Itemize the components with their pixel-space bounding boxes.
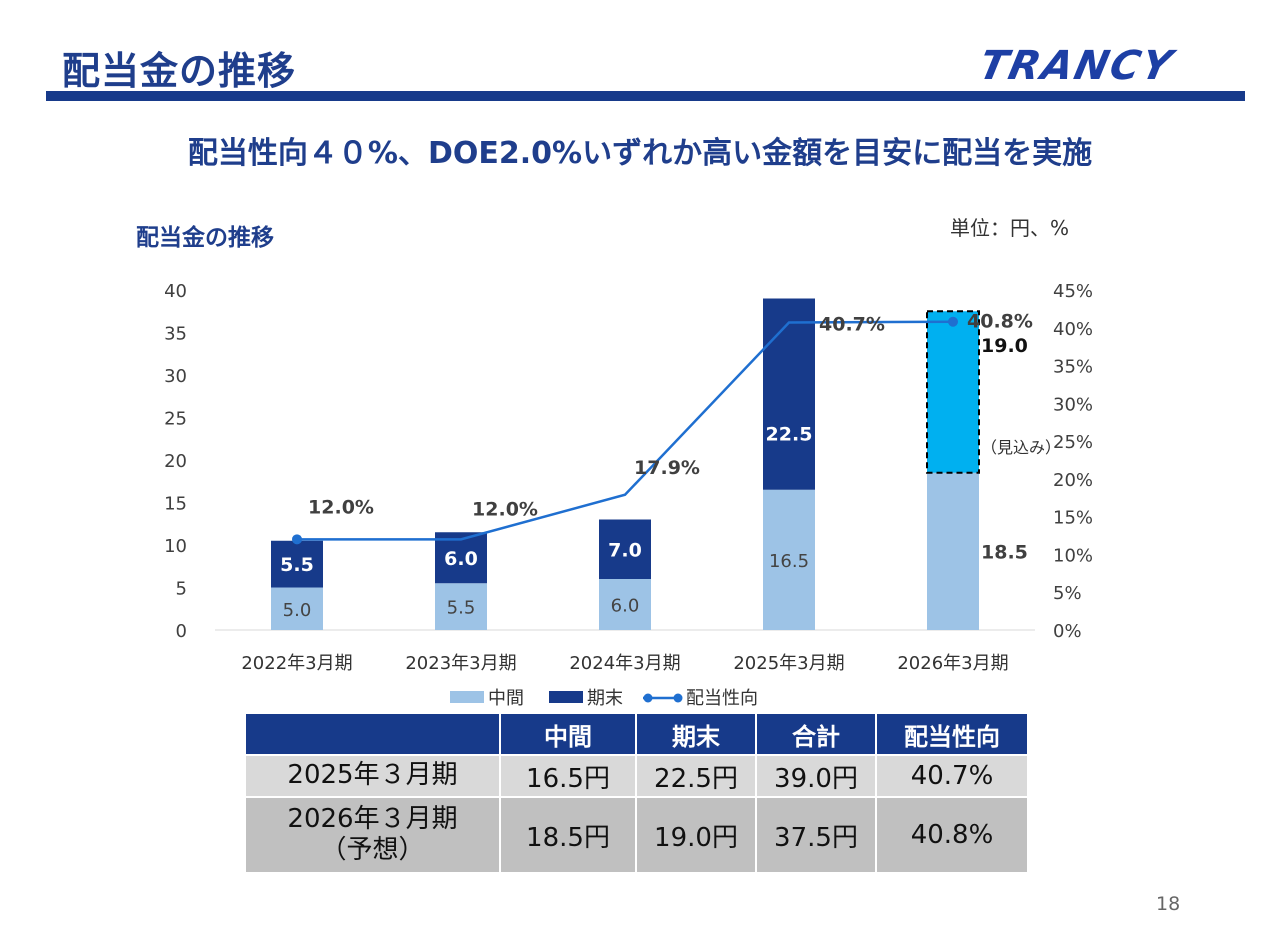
table-cell: 40.7% xyxy=(877,756,1027,796)
y-right-tick-label: 0% xyxy=(1053,621,1082,642)
table-header-total: 合計 xyxy=(757,714,875,754)
legend-swatch-year-end xyxy=(549,691,583,703)
bar-year-end xyxy=(926,310,980,474)
x-tick-label: 2024年3月期 xyxy=(569,653,680,674)
slide-subtitle: 配当性向４０%、DOE2.0%いずれか高い金額を目安に配当を実施 xyxy=(187,136,1093,171)
data-label-payout-ratio: 12.0% xyxy=(308,496,374,518)
row-sublabel: （予想） xyxy=(320,835,425,865)
table-cell: 37.5円 xyxy=(757,798,875,872)
x-tick-label: 2023年3月期 xyxy=(405,653,516,674)
chart-title: 配当金の推移 xyxy=(136,225,274,251)
forecast-note: （見込み） xyxy=(981,438,1061,457)
table-row: 2025年３月期 16.5円 22.5円 39.0円 40.7% xyxy=(246,756,1027,796)
bar-interim xyxy=(599,579,651,630)
data-label-interim: 5.5 xyxy=(447,598,476,619)
data-label-year-end: 7.0 xyxy=(608,539,642,561)
data-label-interim: 5.0 xyxy=(283,600,312,621)
data-label-interim: 6.0 xyxy=(611,596,640,617)
y-left-tick-label: 15 xyxy=(164,494,187,515)
table-row: 2026年３月期 （予想） 18.5円 19.0円 37.5円 40.8% xyxy=(246,798,1027,872)
bar-year-end xyxy=(599,519,651,579)
dividend-chart: 0 5 10 15 20 25 30 35 40 0% 5% 10% 15% 20% 25% 30% 35% 40… xyxy=(164,281,1093,709)
bar-interim xyxy=(435,583,487,630)
y-left-tick-label: 25 xyxy=(164,409,187,430)
table-header-year-end: 期末 xyxy=(637,714,755,754)
data-label-year-end: 5.5 xyxy=(280,554,314,576)
table-cell: 39.0円 xyxy=(757,756,875,796)
bar-interim xyxy=(927,472,979,630)
data-label-payout-ratio: 12.0% xyxy=(472,498,538,520)
table-cell: 22.5円 xyxy=(637,756,755,796)
payout-ratio-marker xyxy=(292,534,302,545)
table-header-blank xyxy=(246,714,499,754)
y-left-tick-label: 30 xyxy=(164,366,187,387)
legend-label-year-end: 期末 xyxy=(587,688,623,709)
y-right-tick-label: 40% xyxy=(1053,319,1093,340)
dividend-summary-table: 中間 期末 合計 配当性向 2025年３月期 16.5円 22.5円 39.0円… xyxy=(244,712,1029,874)
x-tick-label: 2026年3月期 xyxy=(897,653,1008,674)
table-cell: 40.8% xyxy=(877,798,1027,872)
y-left-tick-label: 20 xyxy=(164,451,187,472)
legend-swatch-interim xyxy=(450,691,484,703)
y-right-tick-label: 10% xyxy=(1053,545,1093,566)
page-title: 配当金の推移 xyxy=(62,49,297,93)
legend-label-interim: 中間 xyxy=(488,688,524,709)
y-right-tick-label: 35% xyxy=(1053,357,1093,378)
y-right-tick-label: 15% xyxy=(1053,508,1093,529)
y-left-tick-label: 10 xyxy=(164,536,187,557)
bar-year-end xyxy=(763,298,815,490)
table-cell: 16.5円 xyxy=(501,756,635,796)
table-header-payout-ratio: 配当性向 xyxy=(877,714,1027,754)
legend-marker-payout-ratio xyxy=(673,693,683,703)
data-label-payout-ratio: 40.8% xyxy=(967,311,1033,333)
table-header-interim: 中間 xyxy=(501,714,635,754)
data-label-year-end: 22.5 xyxy=(766,424,813,446)
data-label-year-end: 6.0 xyxy=(444,548,478,570)
bar-year-end xyxy=(435,532,487,584)
data-label-payout-ratio: 17.9% xyxy=(634,457,700,479)
y-left-tick-label: 5 xyxy=(176,579,187,600)
row-label: 2026年３月期 （予想） xyxy=(246,798,499,872)
row-label: 2025年３月期 xyxy=(246,756,499,796)
y-right-tick-label: 25% xyxy=(1053,432,1093,453)
legend-marker-payout-ratio xyxy=(643,693,653,703)
bar-interim xyxy=(271,587,323,630)
payout-ratio-line xyxy=(297,320,954,541)
bar-year-end xyxy=(271,540,323,588)
data-label-interim: 18.5 xyxy=(981,541,1028,563)
page-number: 18 xyxy=(1156,893,1181,915)
y-left-tick-label: 40 xyxy=(164,281,187,302)
x-tick-label: 2025年3月期 xyxy=(733,653,844,674)
table-cell: 19.0円 xyxy=(637,798,755,872)
data-label-interim: 16.5 xyxy=(769,551,809,572)
x-tick-label: 2022年3月期 xyxy=(241,653,352,674)
data-label-payout-ratio: 40.7% xyxy=(819,313,885,335)
header-rule xyxy=(46,91,1245,101)
table-cell: 18.5円 xyxy=(501,798,635,872)
bar-interim xyxy=(763,489,815,630)
y-right-tick-label: 30% xyxy=(1053,394,1093,415)
y-left-tick-label: 0 xyxy=(176,621,187,642)
data-label-year-end: 19.0 xyxy=(981,335,1028,357)
y-left-tick-label: 35 xyxy=(164,324,187,345)
legend-label-payout-ratio: 配当性向 xyxy=(686,688,758,709)
unit-label: 単位：円、% xyxy=(950,216,1070,240)
y-right-tick-label: 20% xyxy=(1053,470,1093,491)
y-right-tick-label: 5% xyxy=(1053,583,1082,604)
payout-ratio-marker xyxy=(948,316,958,327)
y-right-tick-label: 45% xyxy=(1053,281,1093,302)
